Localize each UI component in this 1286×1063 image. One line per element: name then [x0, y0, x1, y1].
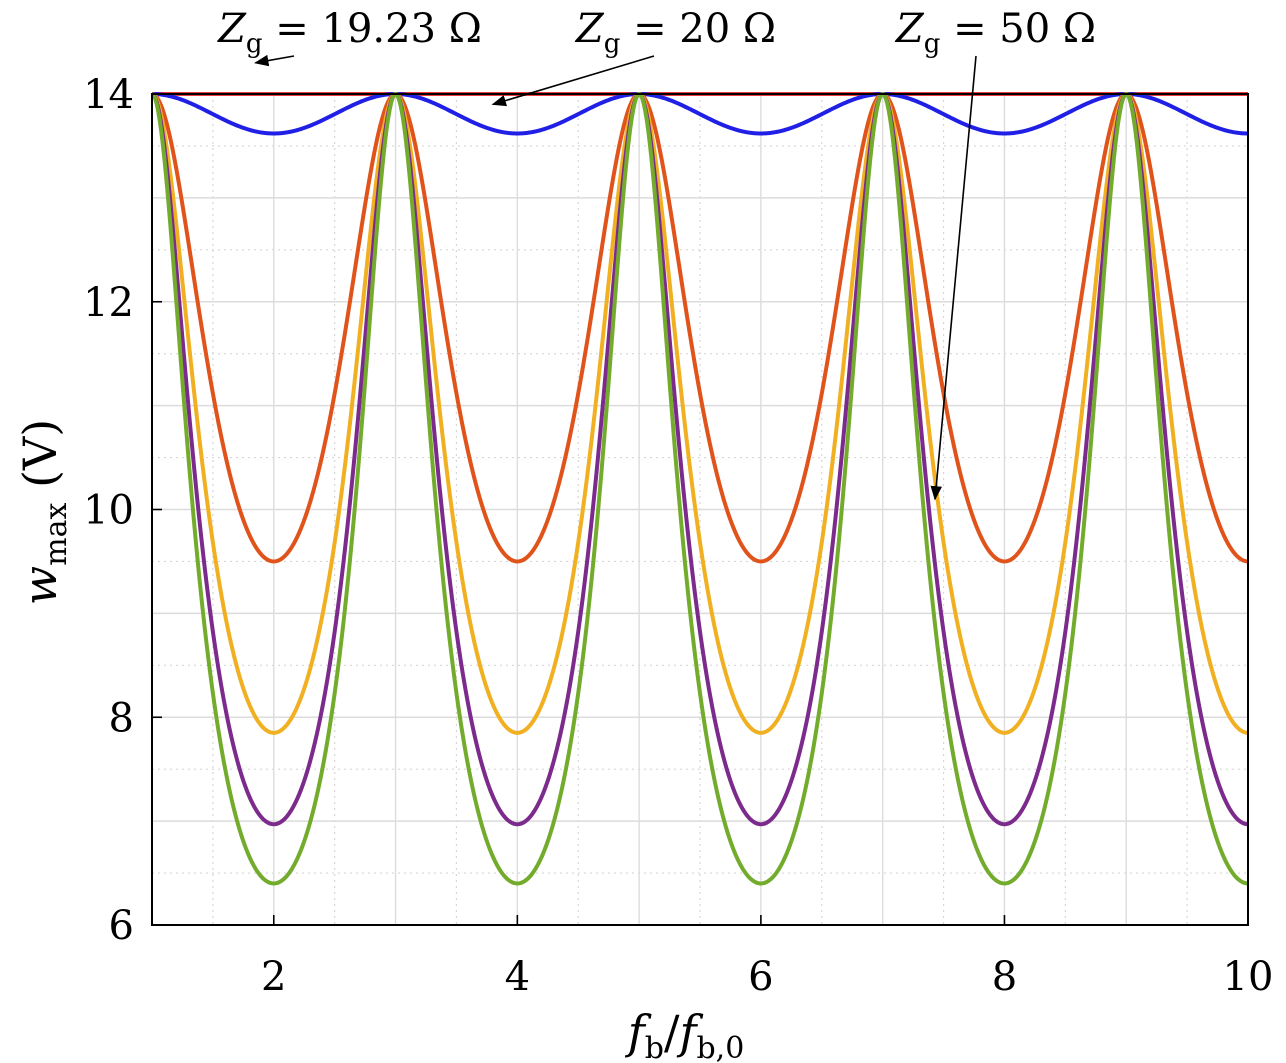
annotation-zg-50-rest: = 50 Ω [940, 6, 1096, 52]
x-tick-label: 2 [261, 954, 286, 1000]
x-axis-label-sub2: b,0 [696, 1031, 744, 1063]
y-axis-label-main: w [13, 566, 67, 605]
tick-labels: 2 4 6 8 10 6 8 10 12 14 [83, 72, 1273, 1000]
y-tick-label: 12 [83, 280, 134, 326]
annotation-zg-20-rest: = 20 Ω [620, 6, 776, 52]
y-axis-label-sub: max [39, 502, 74, 565]
annotation-zg-50-sub: g [924, 29, 941, 59]
y-axis-label: wmax (V) [13, 419, 74, 605]
annotation-zg-20-sub: g [604, 29, 621, 59]
ticks [152, 93, 1249, 926]
annotation-arrow-zg-20 [491, 55, 655, 107]
series-line-2 [151, 92, 1249, 564]
annotation-arrow-zg-50 [930, 55, 977, 501]
series-line-1 [151, 92, 1249, 136]
annotation-zg-19-23-rest: = 19.23 Ω [263, 6, 482, 52]
annotation-zg-20-main: Z [574, 6, 605, 52]
series-line-3 [151, 92, 1249, 735]
y-tick-label: 14 [83, 72, 134, 118]
annotation-zg-19-23: Zg = 19.23 Ω [216, 6, 482, 59]
series-line-5 [150, 92, 1249, 886]
x-tick-label: 10 [1223, 954, 1274, 1000]
y-axis-label-unit: (V) [13, 419, 67, 503]
y-tick-label: 10 [83, 488, 134, 534]
x-axis-label-sub: b [645, 1031, 664, 1063]
annotation-zg-19-23-sub: g [246, 29, 263, 59]
annotation-zg-19-23-main: Z [216, 6, 247, 52]
annotation-arrow-zg-19-23 [254, 54, 295, 67]
annotation-zg-50: Zg = 50 Ω [894, 6, 1096, 59]
annotation-zg-50-main: Z [894, 6, 925, 52]
x-tick-label: 8 [992, 954, 1017, 1000]
x-tick-label: 4 [505, 954, 530, 1000]
annotations: Zg = 19.23 Ω Zg = 20 Ω Zg = 50 Ω [216, 6, 1096, 501]
x-axis-label: fb/fb,0 [625, 1005, 745, 1063]
x-tick-label: 6 [748, 954, 773, 1000]
series-layer [150, 92, 1249, 886]
series-line-4 [151, 92, 1249, 827]
annotation-zg-20: Zg = 20 Ω [574, 6, 776, 59]
y-tick-label: 6 [109, 903, 134, 949]
y-tick-label: 8 [109, 695, 134, 741]
x-axis-label-slash: / [664, 1005, 680, 1059]
